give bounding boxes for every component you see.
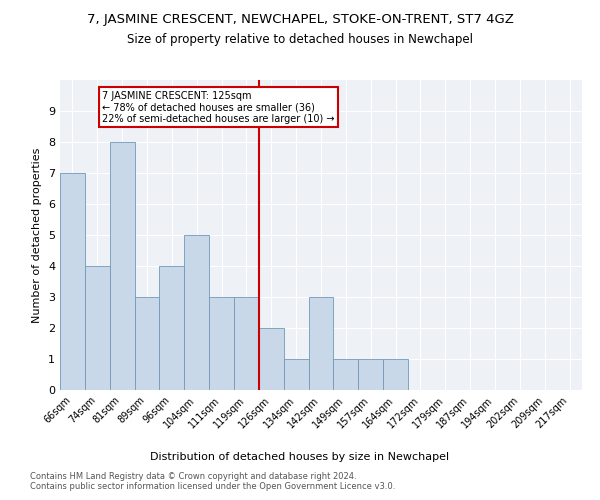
Bar (160, 266, 184, 390)
Bar (110, 142, 134, 390)
Text: Contains public sector information licensed under the Open Government Licence v3: Contains public sector information licen… (30, 482, 395, 491)
Bar (85, 266, 110, 390)
Text: 7, JASMINE CRESCENT, NEWCHAPEL, STOKE-ON-TRENT, ST7 4GZ: 7, JASMINE CRESCENT, NEWCHAPEL, STOKE-ON… (86, 12, 514, 26)
Bar (234, 297, 259, 390)
Bar (284, 359, 308, 390)
Bar (134, 297, 160, 390)
Bar (60, 173, 85, 390)
Text: Distribution of detached houses by size in Newchapel: Distribution of detached houses by size … (151, 452, 449, 462)
Bar (308, 297, 334, 390)
Text: Contains HM Land Registry data © Crown copyright and database right 2024.: Contains HM Land Registry data © Crown c… (30, 472, 356, 481)
Bar (334, 359, 358, 390)
Bar (184, 235, 209, 390)
Text: Size of property relative to detached houses in Newchapel: Size of property relative to detached ho… (127, 32, 473, 46)
Text: 7 JASMINE CRESCENT: 125sqm
← 78% of detached houses are smaller (36)
22% of semi: 7 JASMINE CRESCENT: 125sqm ← 78% of deta… (102, 91, 335, 124)
Bar (358, 359, 383, 390)
Bar (383, 359, 408, 390)
Bar (259, 328, 284, 390)
Y-axis label: Number of detached properties: Number of detached properties (32, 148, 43, 322)
Bar (209, 297, 234, 390)
